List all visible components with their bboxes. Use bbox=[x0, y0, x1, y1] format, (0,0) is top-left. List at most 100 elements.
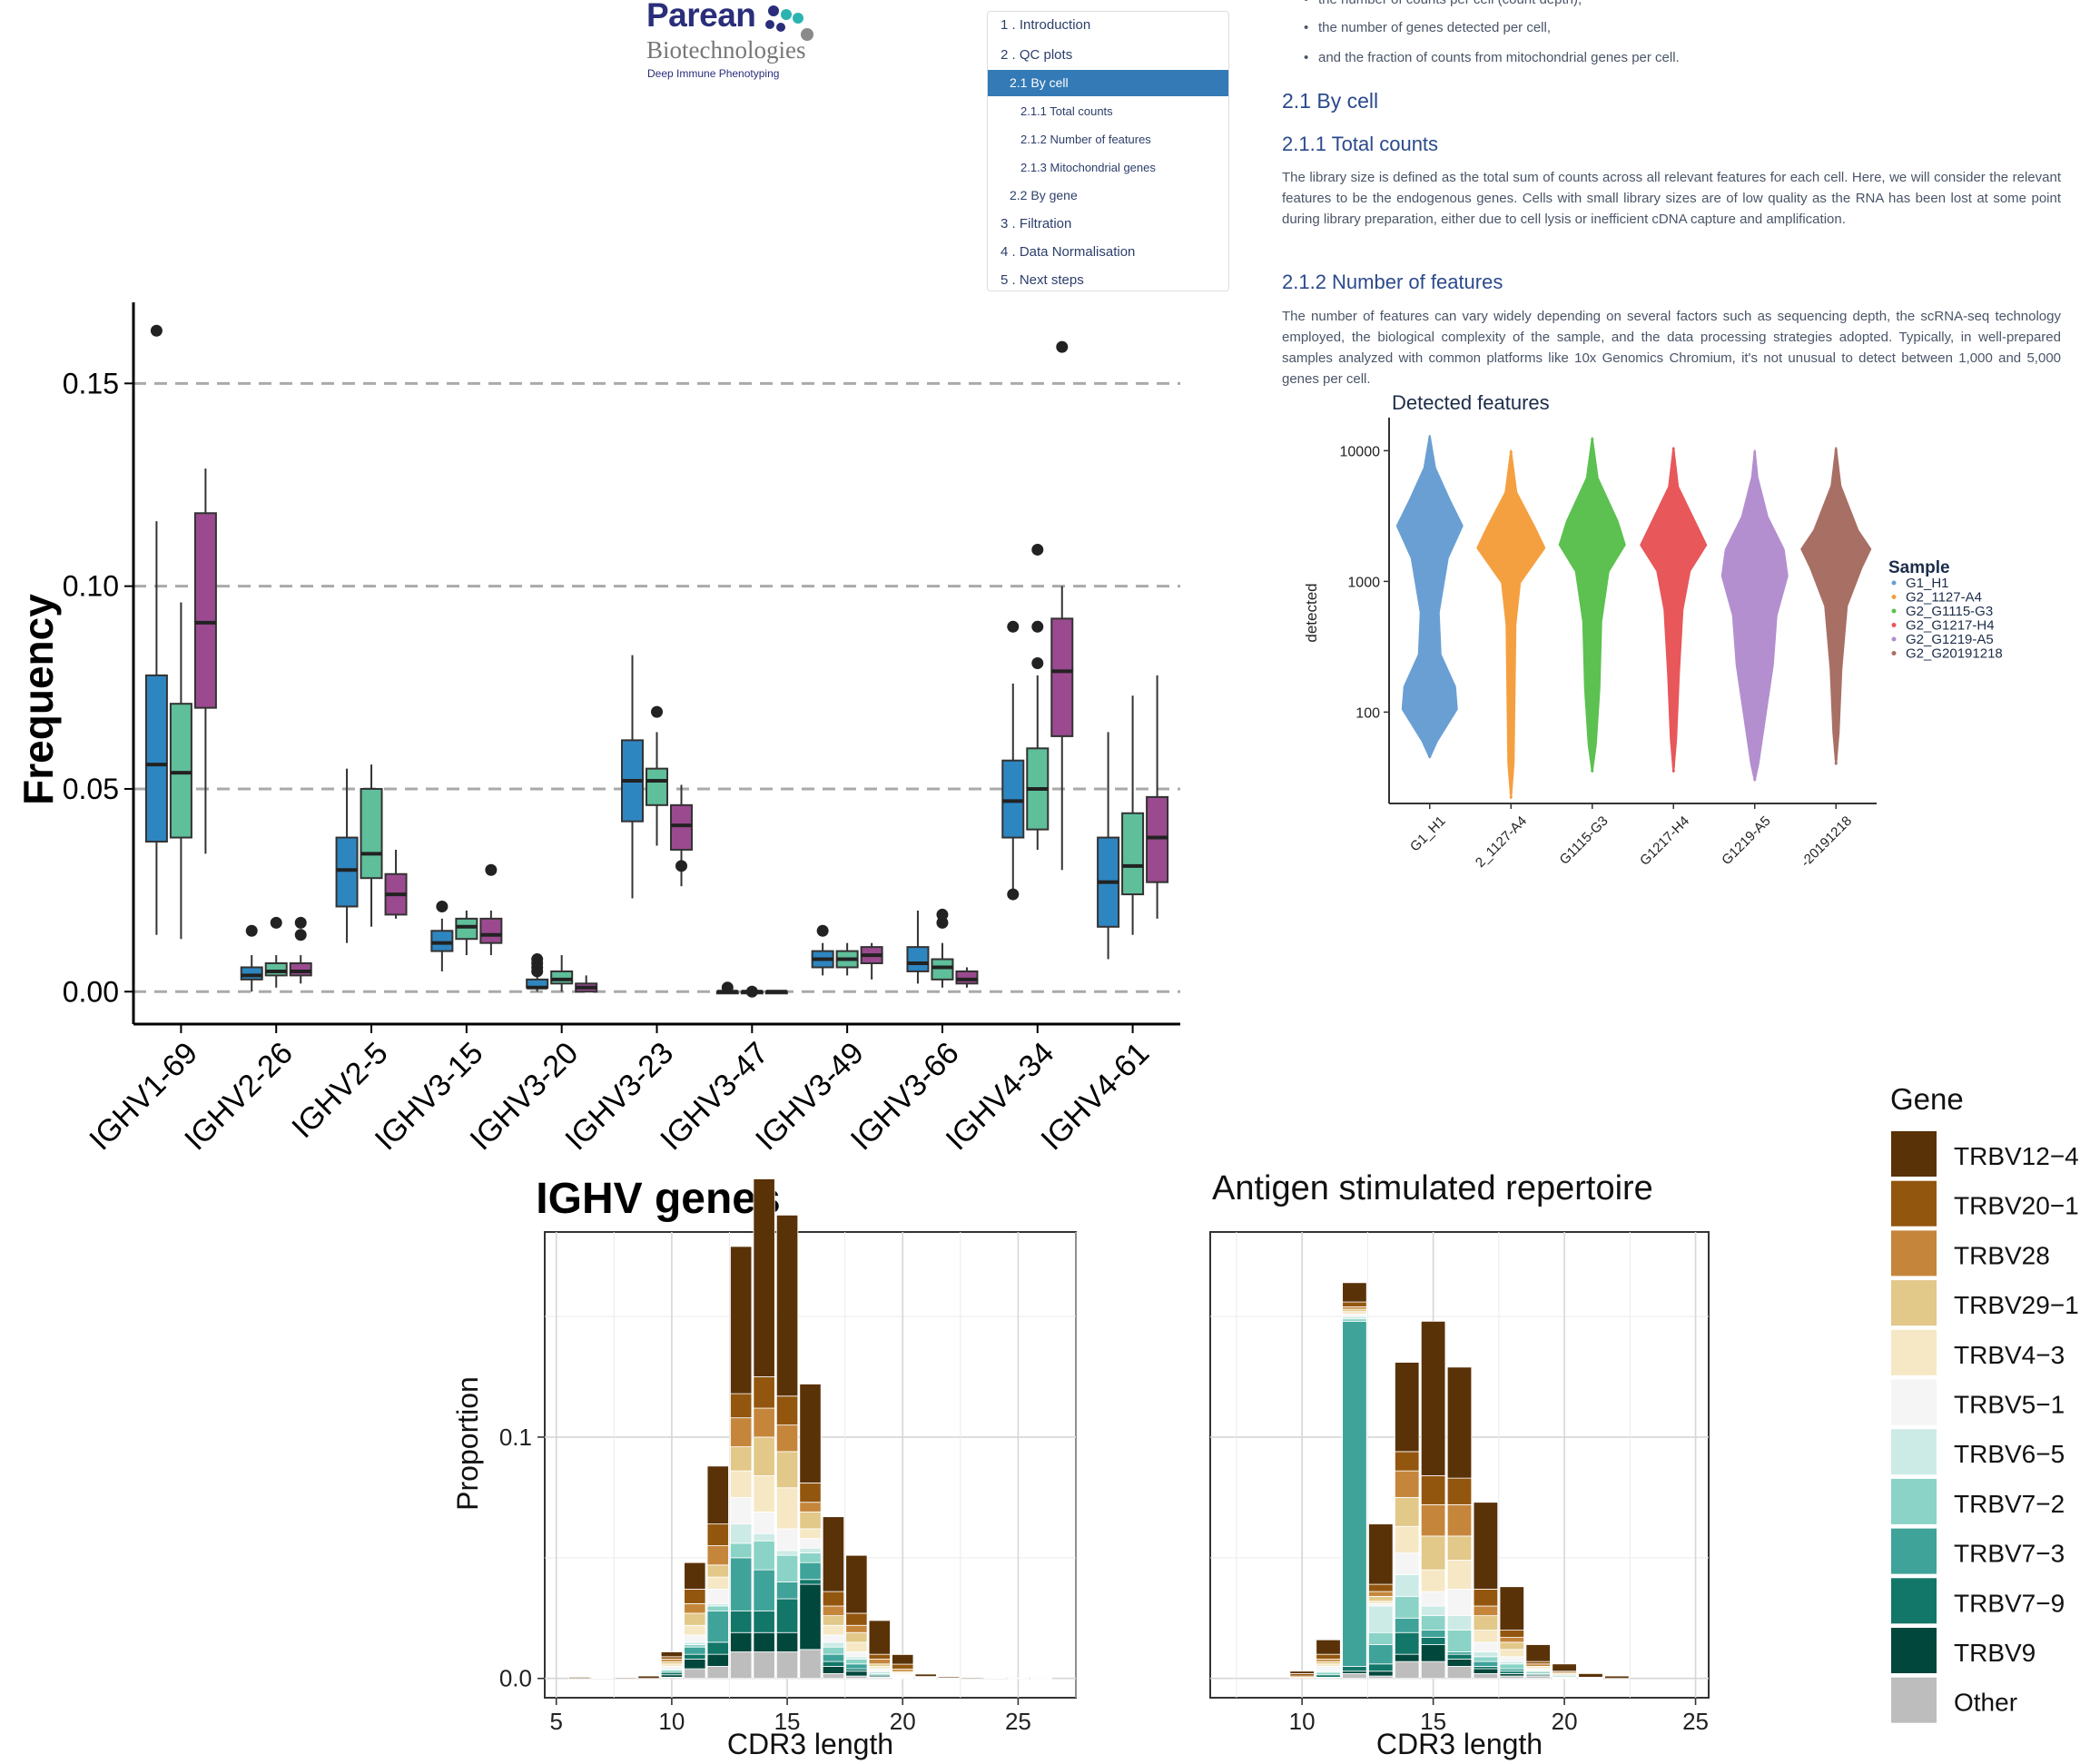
bar-segment bbox=[799, 1538, 822, 1549]
bar-segment bbox=[730, 1631, 753, 1652]
toc-item[interactable]: 3 . Filtration bbox=[1001, 216, 1072, 232]
toc-item[interactable]: 2 . QC plots bbox=[1001, 47, 1073, 63]
x-tick-label: G1219-A5 bbox=[1719, 813, 1773, 868]
bar-segment bbox=[914, 1673, 937, 1678]
violin-shape bbox=[1640, 447, 1708, 774]
legend-label: Other bbox=[1954, 1689, 2017, 1717]
bar-segment bbox=[1395, 1470, 1420, 1498]
bar-segment bbox=[1499, 1656, 1524, 1662]
toc-item[interactable]: 4 . Data Normalisation bbox=[1001, 244, 1136, 260]
bar-segment bbox=[799, 1528, 822, 1539]
bar-segment bbox=[1473, 1615, 1499, 1631]
bar-segment bbox=[1499, 1641, 1524, 1651]
bar-segment bbox=[684, 1624, 706, 1636]
bar-segment bbox=[730, 1246, 753, 1394]
outlier-point bbox=[270, 916, 282, 929]
bar-segment bbox=[1420, 1535, 1446, 1571]
bar-segment bbox=[1420, 1569, 1446, 1592]
bar-segment bbox=[775, 1451, 799, 1489]
legend-swatch bbox=[1891, 595, 1897, 599]
toc-item[interactable]: 5 . Next steps bbox=[1001, 272, 1084, 288]
chart-title: Detected features bbox=[1392, 391, 1550, 414]
bar-segment bbox=[1473, 1668, 1499, 1674]
bar-segment bbox=[799, 1583, 822, 1651]
bar-segment bbox=[1316, 1639, 1341, 1655]
bar-segment bbox=[1342, 1673, 1367, 1680]
bar-segment bbox=[822, 1605, 845, 1617]
bar-segment bbox=[684, 1602, 706, 1614]
detected-features-violin: Detected features 100 1000 10000 detected G1_… bbox=[1303, 391, 2003, 871]
bar-segment bbox=[1030, 1677, 1052, 1680]
box bbox=[646, 767, 668, 806]
bar-segment bbox=[1499, 1649, 1524, 1658]
bar-segment bbox=[684, 1588, 706, 1604]
toc-item[interactable]: 2.1.3 Mitochondrial genes bbox=[1020, 161, 1156, 174]
bar-segment bbox=[753, 1651, 775, 1680]
bar-segment bbox=[1368, 1523, 1394, 1585]
bar-segment bbox=[1420, 1475, 1446, 1505]
y-tick-label: 1000 bbox=[1347, 575, 1380, 590]
bar-segment bbox=[799, 1384, 822, 1483]
bar-segment bbox=[845, 1663, 868, 1670]
bar-segment bbox=[1420, 1320, 1446, 1476]
logo-tagline: Deep Immune Phenotyping bbox=[647, 67, 780, 80]
bar-segment bbox=[1473, 1656, 1499, 1662]
logo-dots-icon bbox=[765, 5, 813, 41]
bar-segment bbox=[1473, 1630, 1499, 1643]
legend-swatch bbox=[1891, 1131, 1937, 1177]
bar-segment bbox=[892, 1654, 914, 1665]
x-tick-label: 5 bbox=[549, 1708, 562, 1735]
box bbox=[430, 930, 454, 952]
bar-segment bbox=[684, 1659, 706, 1670]
bar-segment bbox=[753, 1436, 775, 1476]
bar-segment bbox=[775, 1487, 799, 1530]
bar-segment bbox=[753, 1610, 775, 1633]
legend-swatch bbox=[1891, 1230, 1937, 1276]
bar-segment bbox=[1525, 1644, 1551, 1662]
legend-label: TRBV4−3 bbox=[1954, 1341, 2065, 1369]
bar-segment bbox=[730, 1557, 753, 1611]
toc-item[interactable]: 2.1 By cell bbox=[988, 70, 1228, 96]
bar-segment bbox=[706, 1523, 729, 1546]
bar-segment bbox=[1446, 1615, 1473, 1631]
legend-label: TRBV5−1 bbox=[1954, 1391, 2065, 1419]
toc-item[interactable]: 2.1.1 Total counts bbox=[1020, 104, 1113, 118]
section-heading: 2.1 By cell bbox=[1282, 89, 1379, 113]
outlier-point bbox=[1031, 657, 1044, 669]
toc-item[interactable]: 1 . Introduction bbox=[1001, 17, 1091, 33]
legend-title: Gene bbox=[1890, 1082, 1964, 1116]
bar-segment bbox=[822, 1666, 845, 1674]
box bbox=[1121, 812, 1145, 896]
bar-segment bbox=[845, 1612, 868, 1626]
bar-segment bbox=[1473, 1588, 1499, 1607]
bar-segment bbox=[706, 1653, 729, 1667]
toc-item[interactable]: 2.2 By gene bbox=[1010, 188, 1078, 202]
bar-segment bbox=[568, 1677, 591, 1680]
bar-segment bbox=[730, 1393, 753, 1419]
outlier-point bbox=[721, 981, 734, 994]
bar-segment bbox=[1395, 1574, 1420, 1597]
bar-segment bbox=[892, 1663, 914, 1670]
bar-segment bbox=[1395, 1496, 1420, 1527]
bar-segment bbox=[1007, 1677, 1030, 1680]
logo: Parean Biotechnologies Deep Immune Pheno… bbox=[636, 0, 817, 84]
bar-segment bbox=[753, 1532, 775, 1542]
bar-segment bbox=[1578, 1673, 1603, 1678]
chart-title: Antigen stimulated repertoire bbox=[1212, 1169, 1653, 1207]
bar-segment bbox=[706, 1545, 729, 1566]
bar-segment bbox=[1368, 1663, 1394, 1672]
legend-label: TRBV9 bbox=[1954, 1639, 2036, 1667]
legend-label: G2_G1217-H4 bbox=[1906, 618, 1995, 634]
bar-segment bbox=[1395, 1362, 1420, 1453]
toc-item[interactable]: 2.1.2 Number of features bbox=[1020, 133, 1151, 146]
bar-segment bbox=[730, 1417, 753, 1447]
legend-swatch bbox=[1891, 1578, 1937, 1624]
bar-segment bbox=[822, 1641, 845, 1648]
bar-segment bbox=[753, 1475, 775, 1513]
bar-segment bbox=[730, 1651, 753, 1680]
outlier-point bbox=[1007, 888, 1020, 901]
bar-segment bbox=[730, 1610, 753, 1633]
outlier-point bbox=[745, 985, 758, 998]
bar-segment bbox=[684, 1668, 706, 1680]
